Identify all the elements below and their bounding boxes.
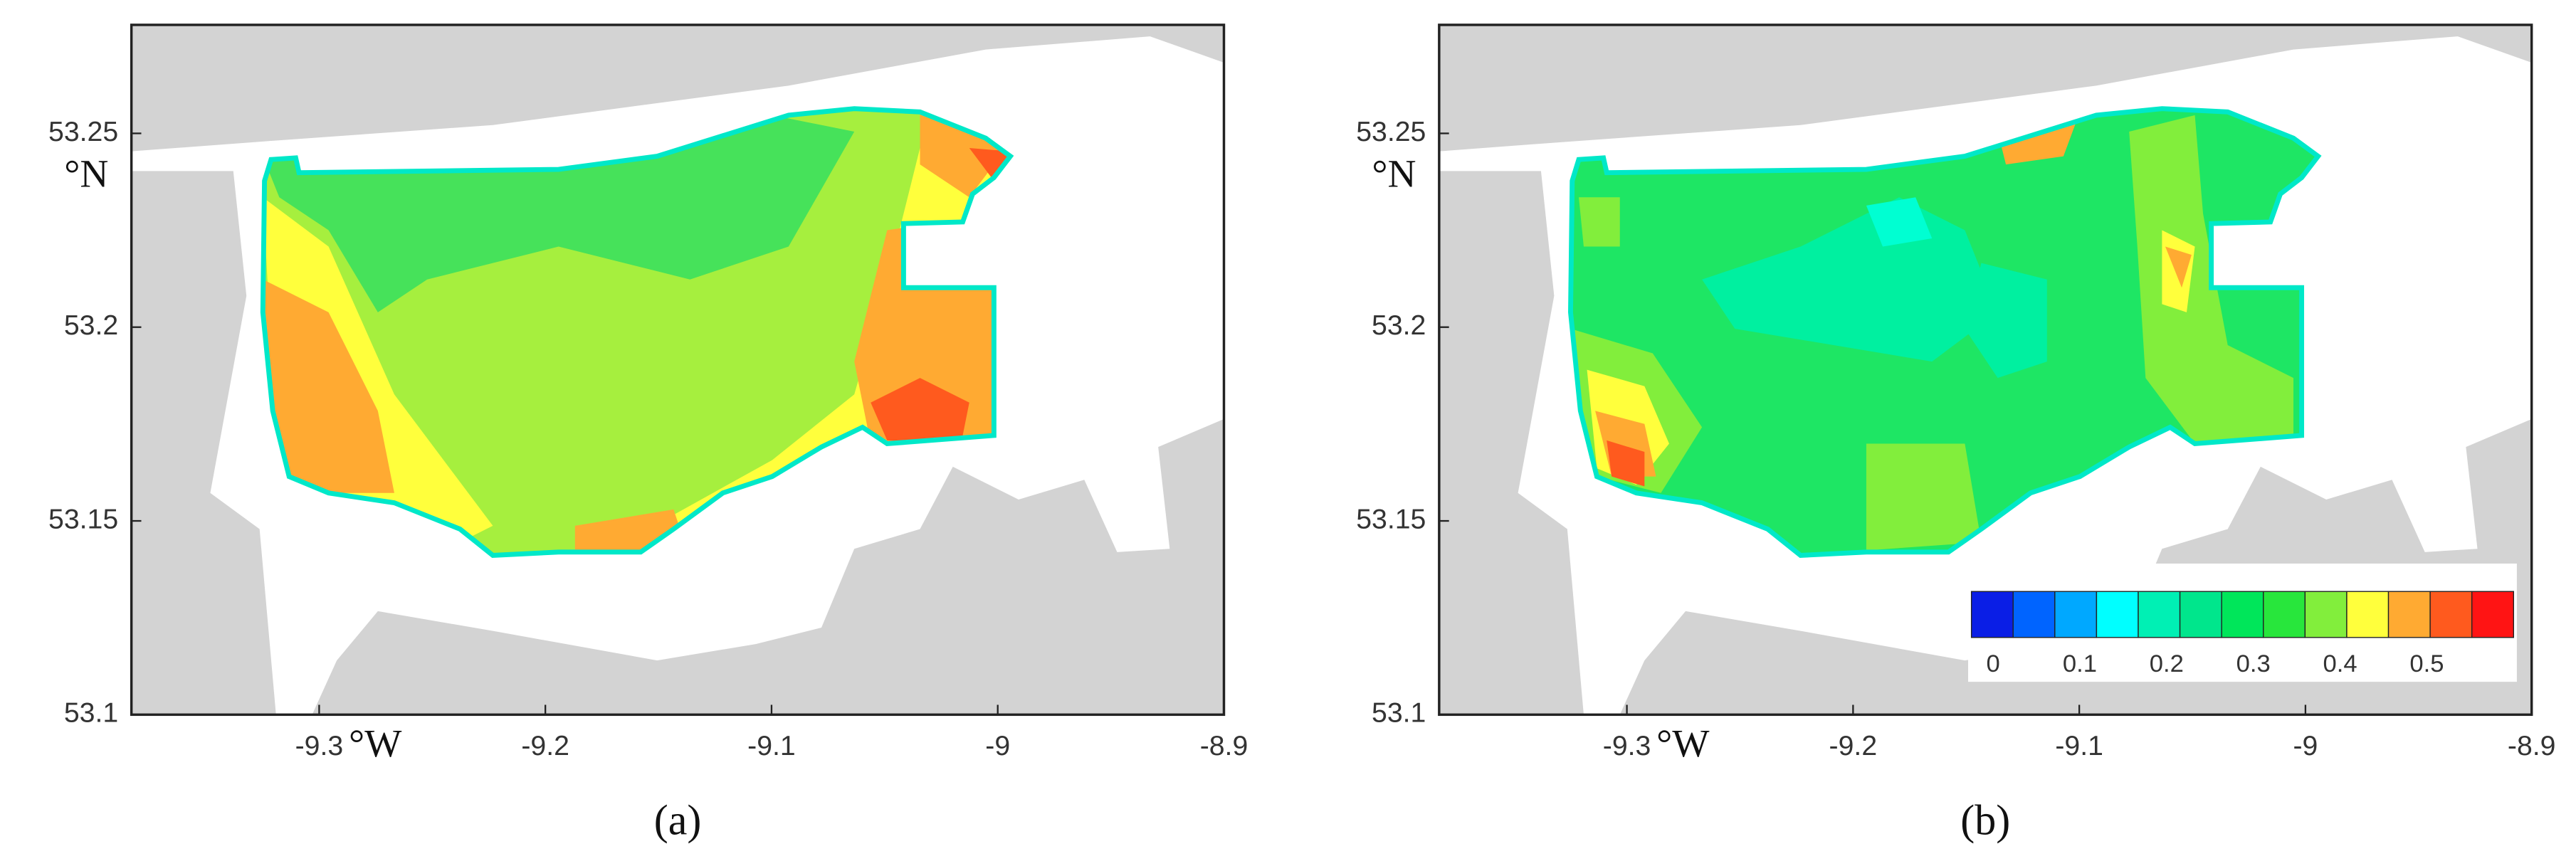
y-tick-label: 53.25 xyxy=(48,116,118,147)
x-tick-label: -8.9 xyxy=(2508,730,2556,761)
y-tick-label: 53.1 xyxy=(1372,697,1426,729)
x-tick-label: -9.1 xyxy=(2055,730,2103,761)
colorbar-cell xyxy=(2304,591,2348,638)
panel-b: -9.3 -9.2 -9.1 -9 -8.9 53.1 53.15 53.2 53.25 °W °N… xyxy=(1356,23,2556,844)
panel-a: -9.3 -9.2 -9.1 -9 -8.9 53.1 53.15 53.2 53.25 °W °N… xyxy=(48,23,1248,844)
colorbar-cell xyxy=(2346,591,2390,638)
colorbar-cell xyxy=(2263,591,2306,638)
x-tick-label: -8.9 xyxy=(1200,730,1248,761)
x-tick-label: -9.1 xyxy=(747,730,796,761)
x-tick-label: -9.3 xyxy=(295,730,344,761)
y-tick-label: 53.1 xyxy=(64,697,118,729)
axes-frame xyxy=(130,23,1226,717)
y-tick-label: 53.2 xyxy=(1372,310,1426,341)
colorbar-cell xyxy=(2054,591,2098,638)
x-axis-label: °W xyxy=(349,722,402,765)
colorbar-cell xyxy=(2012,591,2056,638)
map xyxy=(1439,24,2532,715)
y-axis-label: °N xyxy=(64,152,108,195)
x-tick-label: -9.2 xyxy=(521,730,569,761)
colorbar-tick-label: 0.3 xyxy=(2236,650,2271,677)
y-tick-label: 53.15 xyxy=(48,503,118,534)
colorbar-cell xyxy=(2138,591,2181,638)
colorbar-cell xyxy=(2471,591,2514,638)
colorbar-tick-label: 0 xyxy=(1986,650,1999,677)
colorbar-cell xyxy=(2387,591,2431,638)
y-tick-label: 53.15 xyxy=(1356,503,1426,534)
y-tick-label: 53.2 xyxy=(64,310,118,341)
colorbar-cell xyxy=(2179,591,2222,638)
panel-label: (a) xyxy=(654,797,702,844)
colorbar-tick-label: 0.1 xyxy=(2063,650,2097,677)
colorbar-cell xyxy=(2221,591,2264,638)
colorbar-tick-label: 0.2 xyxy=(2150,650,2184,677)
x-axis-label: °W xyxy=(1656,722,1710,765)
colorbar-cell xyxy=(1970,591,2014,638)
x-tick-label: -9.3 xyxy=(1603,730,1651,761)
axes-frame xyxy=(1438,23,2533,717)
x-tick-label: -9.2 xyxy=(1829,730,1878,761)
y-tick-label: 53.25 xyxy=(1356,116,1426,147)
x-tick-label: -9 xyxy=(985,730,1010,761)
colorbar-tick-label: 0.5 xyxy=(2409,650,2444,677)
x-tick-label: -9 xyxy=(2293,730,2318,761)
colorbar-tick-label: 0.4 xyxy=(2323,650,2357,677)
colorbar-cell xyxy=(2429,591,2473,638)
map xyxy=(131,24,1224,715)
colorbar-cell xyxy=(2096,591,2139,638)
y-axis-label: °N xyxy=(1372,152,1416,195)
panel-label: (b) xyxy=(1960,797,2010,844)
